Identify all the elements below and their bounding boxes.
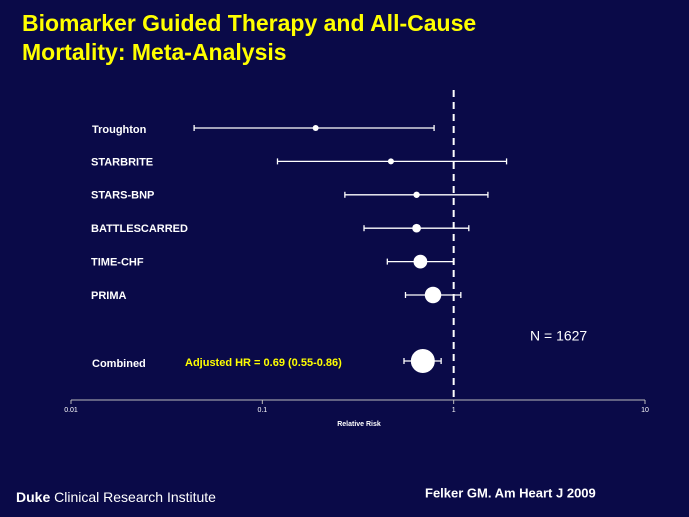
footer-institute: Clinical Research Institute bbox=[54, 489, 216, 505]
annotation: N = 1627 bbox=[530, 328, 587, 344]
footer-org: Duke Clinical Research Institute bbox=[16, 489, 216, 505]
x-tick-label: 1 bbox=[452, 407, 456, 414]
point-estimate bbox=[387, 158, 394, 165]
x-tick-label: 0.1 bbox=[257, 407, 267, 414]
point-estimate bbox=[410, 349, 435, 373]
point-estimate bbox=[424, 286, 442, 304]
title-line: Mortality: Meta-Analysis bbox=[22, 39, 287, 65]
study-label: TIME-CHF bbox=[91, 257, 144, 269]
x-axis-label: Relative Risk bbox=[337, 421, 381, 428]
x-tick-label: 0.01 bbox=[64, 407, 78, 414]
study-label: PRIMA bbox=[91, 290, 127, 302]
title-line: Biomarker Guided Therapy and All-Cause bbox=[22, 10, 476, 36]
point-estimate bbox=[312, 125, 319, 131]
study-label: STARS-BNP bbox=[91, 190, 154, 202]
footer-brand: Duke bbox=[16, 489, 50, 505]
study-label: STARBRITE bbox=[91, 156, 153, 168]
point-estimate bbox=[412, 223, 421, 233]
study-label: Combined bbox=[92, 358, 146, 370]
study-label: BATTLESCARRED bbox=[91, 223, 188, 235]
study-label: Troughton bbox=[92, 124, 147, 136]
citation: Felker GM. Am Heart J 2009 bbox=[425, 485, 596, 500]
point-estimate bbox=[413, 254, 428, 269]
point-estimate bbox=[413, 191, 420, 198]
annotation: Adjusted HR = 0.69 (0.55-0.86) bbox=[185, 357, 342, 369]
x-tick-label: 10 bbox=[641, 407, 649, 414]
